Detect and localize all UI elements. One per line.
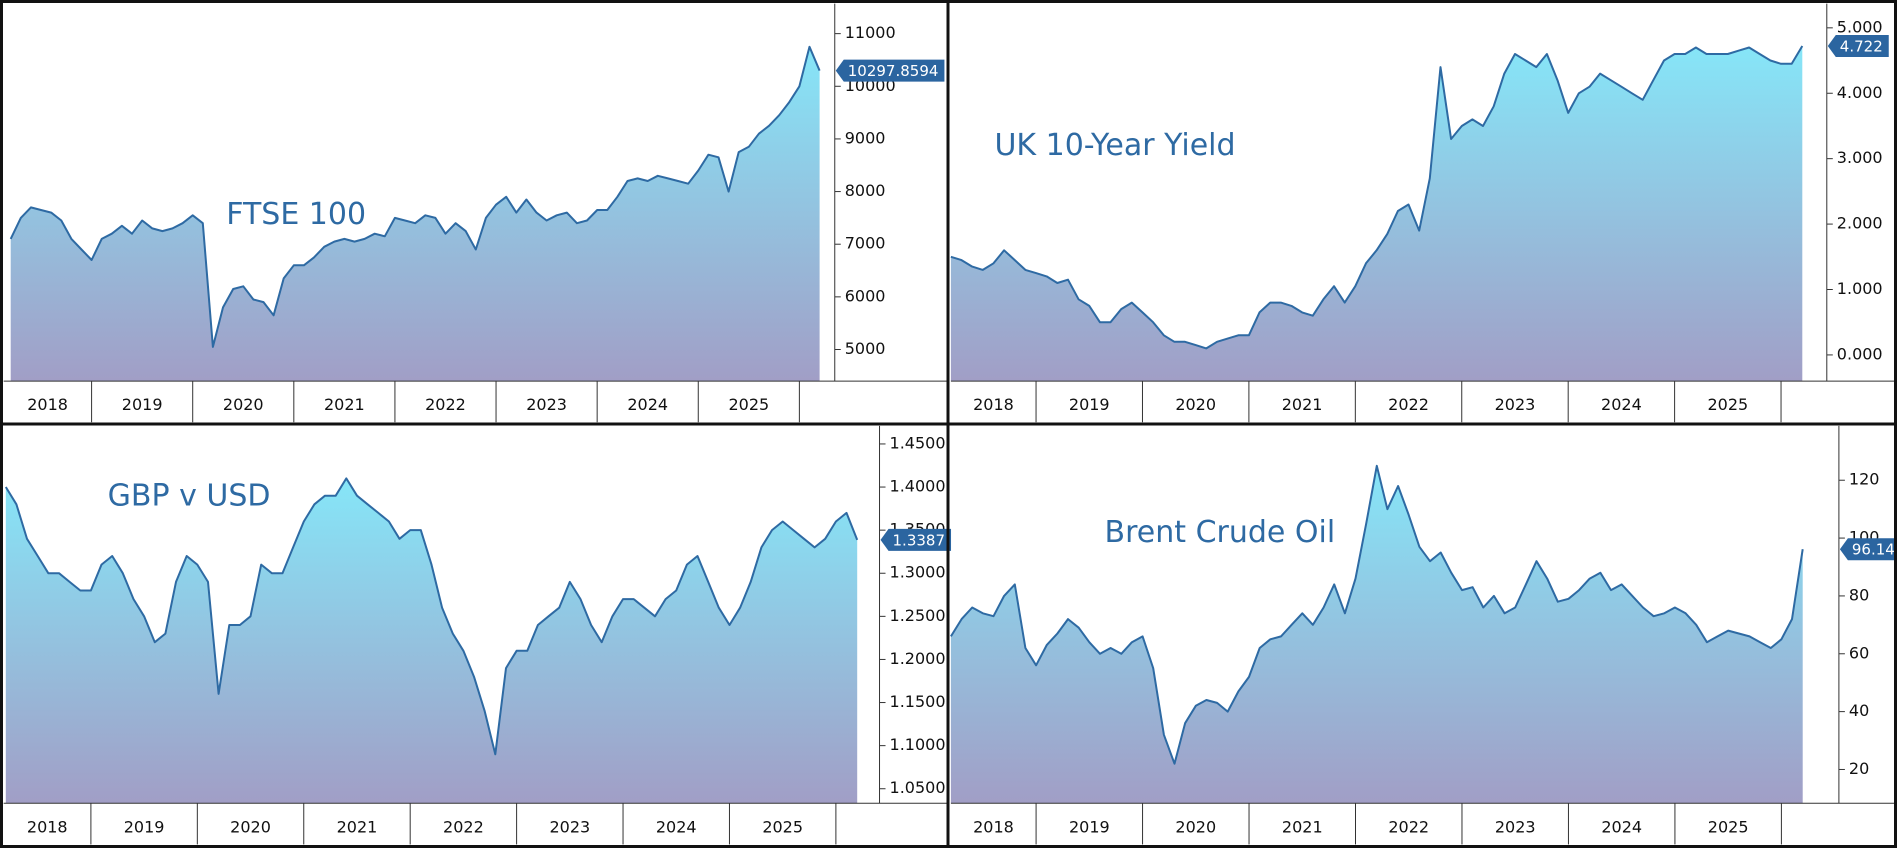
value-tag [1839, 538, 1897, 561]
y-tick-label: 1.0500 [890, 778, 946, 797]
area [5, 478, 858, 804]
x-tick-label: 2021 [1282, 395, 1323, 414]
y-tick-label: 2.000 [1837, 214, 1883, 233]
x-tick-label: 2024 [656, 817, 697, 836]
line [9, 45, 821, 348]
line [950, 464, 1804, 765]
y-tick-label: 1.2500 [890, 606, 946, 625]
x-tick-label: 2019 [1069, 395, 1110, 414]
y-tick-label: 5000 [845, 339, 886, 358]
x-tick-label: 2018 [27, 395, 68, 414]
x-tick-label: 2023 [1495, 817, 1536, 836]
x-tick-label: 2022 [1388, 395, 1429, 414]
x-tick-label: 2024 [627, 395, 668, 414]
y-tick-label: 1.4500 [890, 433, 946, 452]
chart-title: GBP v USD [108, 479, 271, 514]
x-tick-label: 2020 [1175, 817, 1216, 836]
y-tick-label: 11000 [845, 23, 896, 42]
x-tick-label: 2020 [223, 395, 264, 414]
y-tick-label: 80 [1849, 585, 1869, 604]
y-tick-label: 6000 [845, 286, 886, 305]
line [950, 45, 1804, 350]
x-tick-label: 2019 [122, 395, 163, 414]
x-tick-label: 2018 [27, 817, 68, 836]
area [950, 46, 1803, 382]
value-tag [880, 528, 952, 551]
y-tick-label: 60 [1849, 643, 1869, 662]
x-tick-label: 2025 [1707, 395, 1748, 414]
y-tick-label: 1.4000 [890, 477, 946, 496]
chart-title: FTSE 100 [226, 197, 366, 232]
value-tag-label: 1.3387 [893, 531, 946, 549]
y-tick-label: 3.000 [1837, 148, 1883, 167]
x-tick-label: 2024 [1601, 395, 1642, 414]
value-tag-label: 4.722 [1840, 38, 1883, 56]
y-tick-label: 5.000 [1837, 17, 1883, 36]
y-tick-label: 0.000 [1837, 344, 1883, 363]
y-tick-label: 9000 [845, 128, 886, 147]
y-tick-label: 8000 [845, 181, 886, 200]
y-tick-label: 1.2000 [890, 649, 946, 668]
y-tick-label: 120 [1849, 470, 1880, 489]
value-tag-label: 96.14 [1852, 541, 1895, 559]
value-tag-label: 10297.8594 [848, 62, 939, 80]
y-tick-label: 4.000 [1837, 83, 1883, 102]
area [10, 46, 820, 382]
y-tick-label: 1.1000 [890, 735, 946, 754]
x-tick-label: 2023 [1495, 395, 1536, 414]
x-tick-label: 2022 [1388, 817, 1429, 836]
value-tag [835, 59, 945, 82]
x-tick-label: 2021 [337, 817, 378, 836]
y-tick-label: 7000 [845, 234, 886, 253]
y-tick-label: 1.3000 [890, 563, 946, 582]
y-tick-label: 1.000 [1837, 279, 1883, 298]
x-tick-label: 2025 [728, 395, 769, 414]
chart-title: Brent Crude Oil [1105, 515, 1336, 550]
x-tick-label: 2022 [443, 817, 484, 836]
value-tag [1827, 35, 1889, 58]
area [950, 465, 1803, 804]
x-tick-label: 2025 [1708, 817, 1749, 836]
x-tick-label: 2022 [425, 395, 466, 414]
x-tick-label: 2018 [973, 817, 1014, 836]
y-tick-label: 40 [1849, 701, 1869, 720]
x-tick-label: 2018 [973, 395, 1014, 414]
x-tick-label: 2023 [526, 395, 567, 414]
x-tick-label: 2020 [230, 817, 271, 836]
y-tick-label: 20 [1849, 759, 1869, 778]
x-tick-label: 2024 [1601, 817, 1642, 836]
line [4, 477, 859, 756]
x-tick-label: 2021 [1282, 817, 1323, 836]
x-tick-label: 2019 [124, 817, 165, 836]
x-tick-label: 2019 [1069, 817, 1110, 836]
x-tick-label: 2025 [762, 817, 803, 836]
x-tick-label: 2023 [549, 817, 590, 836]
x-tick-label: 2020 [1175, 395, 1216, 414]
y-tick-label: 1.1500 [890, 692, 946, 711]
chart-title: UK 10-Year Yield [994, 128, 1235, 163]
x-tick-label: 2021 [324, 395, 365, 414]
